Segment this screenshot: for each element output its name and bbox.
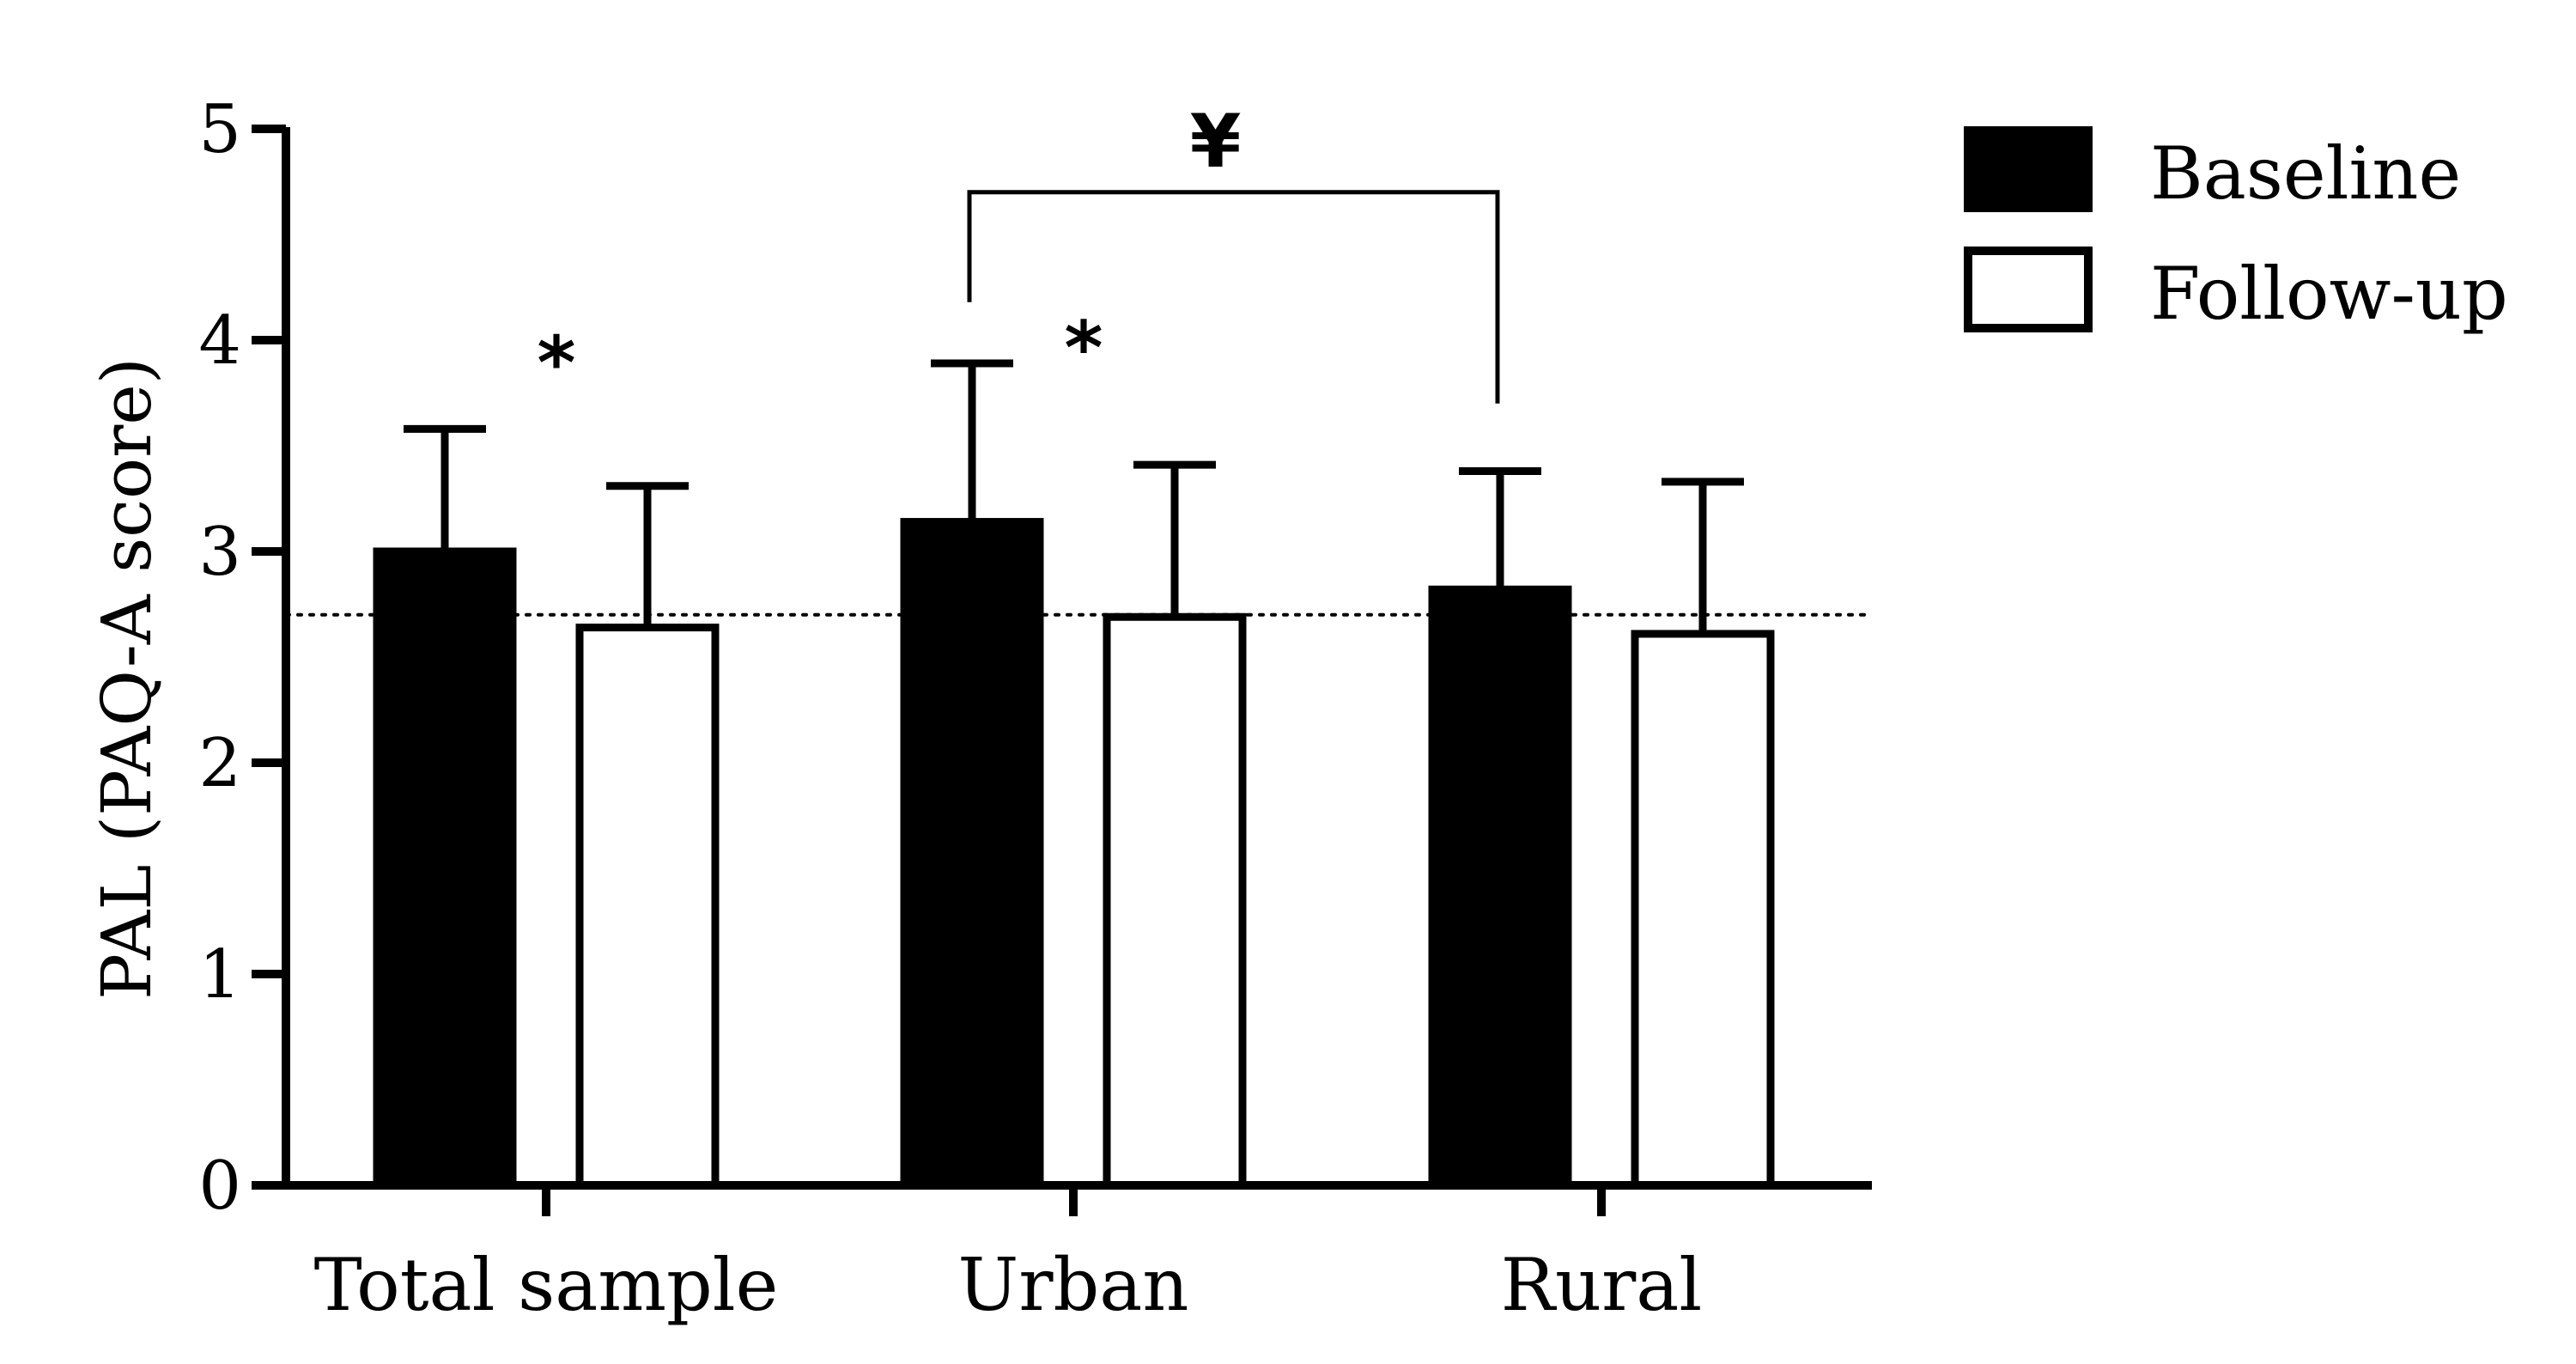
y-tick-label: 2: [198, 725, 241, 802]
y-tick-label: 3: [198, 514, 241, 591]
y-tick-label: 0: [198, 1148, 241, 1225]
bar-follow-up-1: [1103, 612, 1247, 1190]
significance-asterisk: *: [538, 320, 576, 406]
y-tick-label: 1: [198, 936, 241, 1014]
x-tick-label: Total sample: [314, 1243, 779, 1327]
y-axis-label: PAL (PAQ-A score): [87, 357, 167, 1000]
y-tick-label: 5: [198, 91, 241, 168]
x-tick-label: Urban: [958, 1243, 1189, 1327]
bar-baseline-2: [1428, 585, 1572, 1190]
legend-label-follow-up: Follow-up: [2150, 252, 2508, 336]
plot-area: 0 1 2 3 4 5 Total sample Urban Rural * * ¥: [198, 91, 1874, 1327]
legend-swatch-baseline: [1964, 126, 2093, 212]
legend-label-baseline: Baseline: [2150, 131, 2461, 216]
bar-baseline-1: [900, 518, 1044, 1190]
legend: Baseline Follow-up: [1964, 126, 2508, 336]
significance-bracket: [967, 190, 1500, 404]
x-tick-label: Rural: [1501, 1243, 1702, 1327]
bar-follow-up-2: [1631, 630, 1775, 1190]
bar-baseline-0: [373, 547, 517, 1190]
y-tick-label: 4: [198, 302, 241, 380]
significance-asterisk: *: [1065, 306, 1103, 392]
legend-swatch-follow-up: [1964, 247, 2093, 332]
bar-follow-up-0: [575, 624, 720, 1190]
significance-symbol: ¥: [1190, 99, 1242, 185]
